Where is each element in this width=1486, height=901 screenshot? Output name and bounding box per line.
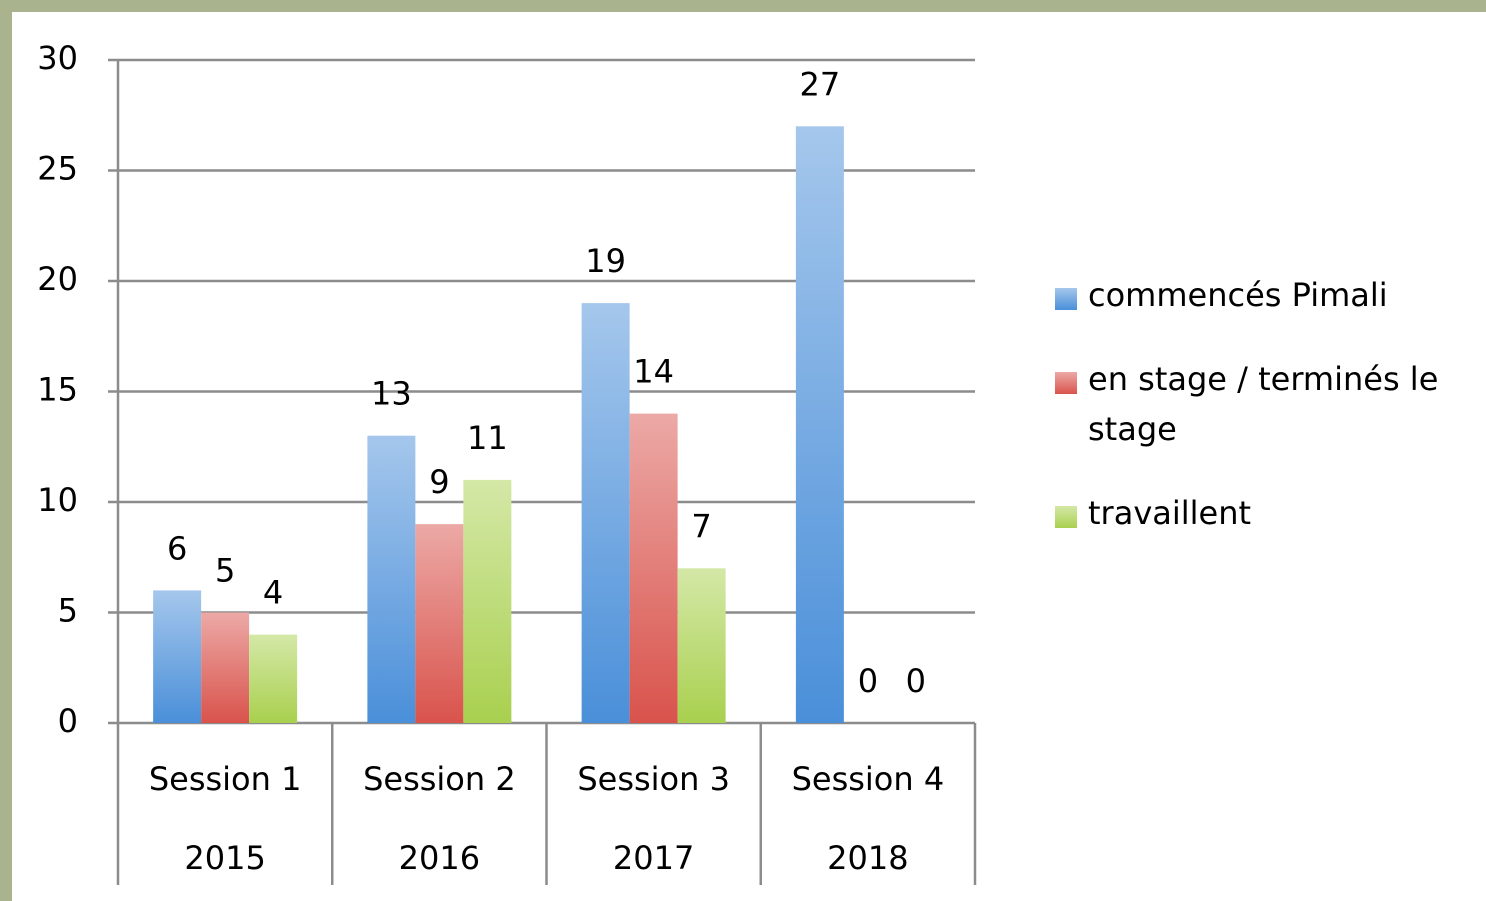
data-label: 4	[263, 574, 283, 612]
data-label: 0	[906, 662, 926, 700]
bar	[367, 435, 416, 723]
y-tick-label: 0	[58, 702, 78, 740]
legend-label: en stage / terminés le stage	[1088, 360, 1439, 448]
bar	[415, 524, 464, 723]
data-label: 19	[585, 242, 626, 280]
chart-background	[12, 12, 1486, 901]
data-label: 6	[167, 529, 187, 567]
x-group-label: 2018	[827, 839, 908, 877]
x-group-label: 2016	[399, 839, 480, 877]
data-label: 0	[858, 662, 878, 700]
data-label: 14	[633, 353, 674, 391]
data-label: 13	[371, 375, 412, 413]
y-tick-label: 25	[37, 150, 78, 188]
y-tick-label: 5	[58, 592, 78, 630]
bar	[677, 568, 726, 723]
data-label: 11	[467, 419, 508, 457]
x-group-label: 2015	[184, 839, 265, 877]
legend-entry: travaillent	[1055, 488, 1455, 538]
data-label: 27	[800, 65, 841, 103]
legend-entry: commencés Pimali	[1055, 270, 1455, 320]
bar	[795, 126, 844, 724]
bar	[463, 479, 512, 723]
x-tick-label: Session 2	[363, 760, 516, 798]
bar	[153, 590, 202, 723]
bar	[249, 634, 298, 723]
legend-label: travaillent	[1088, 494, 1252, 532]
legend-swatch	[1055, 372, 1077, 394]
x-tick-label: Session 1	[149, 760, 302, 798]
x-group-label: 2017	[613, 839, 694, 877]
legend-swatch	[1055, 288, 1077, 310]
legend-entry: en stage / terminés le stage	[1055, 354, 1455, 454]
y-tick-label: 20	[37, 260, 78, 298]
x-tick-label: Session 4	[792, 760, 945, 798]
data-label: 9	[429, 463, 449, 501]
bar	[201, 612, 250, 723]
y-tick-label: 15	[37, 371, 78, 409]
data-label: 5	[215, 552, 235, 590]
y-tick-label: 30	[37, 39, 78, 77]
legend-label: commencés Pimali	[1088, 276, 1388, 314]
bar	[581, 303, 630, 723]
data-label: 7	[691, 507, 711, 545]
y-tick-label: 10	[37, 481, 78, 519]
legend: commencés Pimali en stage / terminés le s…	[1055, 270, 1455, 572]
legend-swatch	[1055, 506, 1077, 528]
x-tick-label: Session 3	[577, 760, 730, 798]
bar	[629, 413, 678, 723]
